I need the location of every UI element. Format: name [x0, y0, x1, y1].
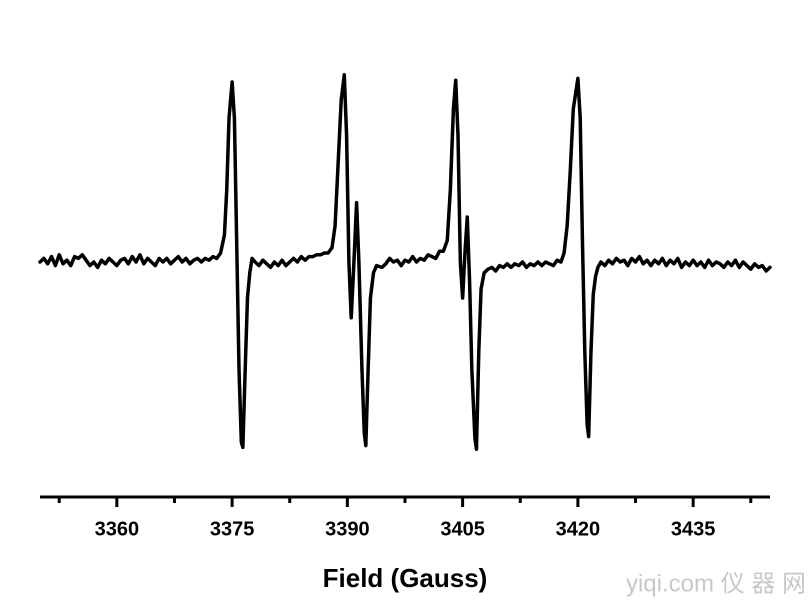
spectrum-line	[38, 73, 772, 451]
x-tick-label: 3420	[556, 518, 601, 540]
x-tick-label: 3390	[325, 518, 370, 540]
x-tick-label: 3360	[95, 518, 140, 540]
x-tick-label: 3435	[671, 518, 716, 540]
x-tick-label: 3405	[440, 518, 485, 540]
x-axis-title: Field (Gauss)	[323, 563, 488, 593]
watermark: yiqi.com 仪 器 网	[626, 570, 806, 597]
x-tick-label: 3375	[210, 518, 255, 540]
